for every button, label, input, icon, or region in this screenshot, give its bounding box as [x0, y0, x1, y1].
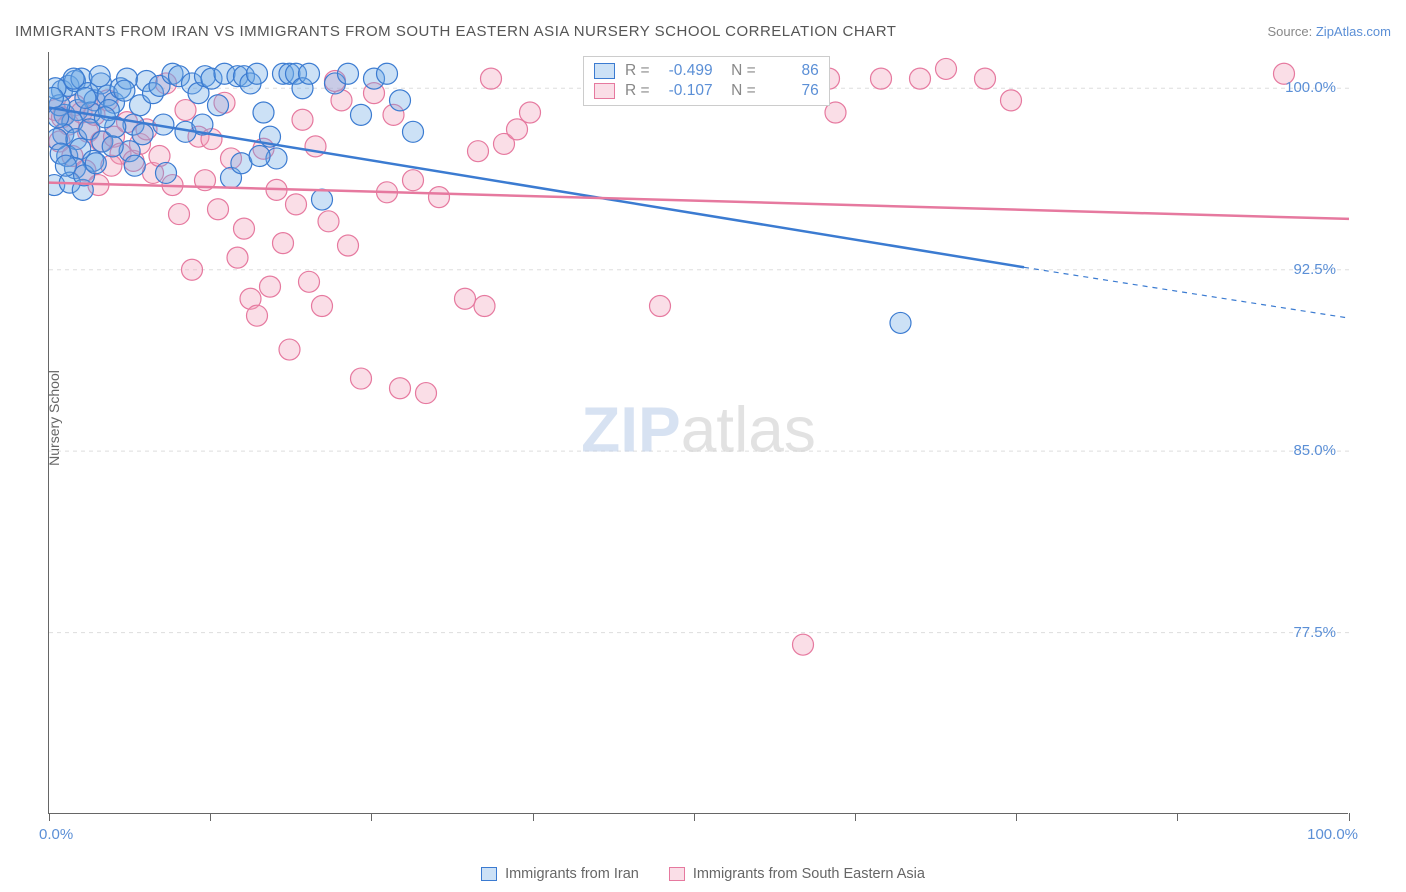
y-tick-label: 85.0%	[1293, 442, 1336, 459]
legend-stats-row-sea: R = -0.107 N = 76	[594, 81, 819, 101]
x-tick	[49, 813, 50, 821]
y-tick-label: 92.5%	[1293, 261, 1336, 278]
legend-label-sea: Immigrants from South Eastern Asia	[693, 866, 925, 882]
swatch-sea	[594, 83, 615, 99]
y-tick-label: 100.0%	[1285, 79, 1336, 96]
source-attr: Source: ZipAtlas.com	[1267, 24, 1391, 39]
chart-title: IMMIGRANTS FROM IRAN VS IMMIGRANTS FROM …	[15, 23, 896, 40]
legend-stats-box: R = -0.499 N = 86 R = -0.107 N = 76	[583, 56, 830, 106]
x-tick	[694, 813, 695, 821]
bottom-legend-sea: Immigrants from South Eastern Asia	[669, 866, 925, 882]
x-tick	[210, 813, 211, 821]
x-label-right: 100.0%	[1307, 826, 1358, 843]
stat-r-iran: -0.499	[658, 62, 713, 80]
watermark-zip: ZIP	[581, 393, 681, 465]
stat-n-label: N =	[723, 62, 756, 80]
y-tick-label: 77.5%	[1293, 624, 1336, 641]
swatch-iran	[594, 63, 615, 79]
legend-label-iran: Immigrants from Iran	[505, 866, 639, 882]
x-tick	[855, 813, 856, 821]
swatch-iran-icon	[481, 867, 497, 881]
x-tick	[371, 813, 372, 821]
stat-r-sea: -0.107	[658, 82, 713, 100]
stat-n-iran: 86	[764, 62, 819, 80]
stat-r-label: R =	[625, 62, 650, 80]
x-tick	[1177, 813, 1178, 821]
bottom-legend-iran: Immigrants from Iran	[481, 866, 639, 882]
source-link[interactable]: ZipAtlas.com	[1316, 24, 1391, 39]
bottom-legend: Immigrants from Iran Immigrants from Sou…	[0, 866, 1406, 882]
watermark-atlas: atlas	[681, 393, 816, 465]
chart-container: IMMIGRANTS FROM IRAN VS IMMIGRANTS FROM …	[0, 0, 1406, 892]
swatch-sea-icon	[669, 867, 685, 881]
watermark: ZIPatlas	[581, 392, 816, 466]
x-tick	[1349, 813, 1350, 821]
stat-n-sea: 76	[764, 82, 819, 100]
stat-r-label2: R =	[625, 82, 650, 100]
x-tick	[1016, 813, 1017, 821]
legend-stats-row-iran: R = -0.499 N = 86	[594, 61, 819, 81]
plot-area: ZIPatlas R = -0.499 N = 86 R = -0.107 N …	[48, 52, 1348, 814]
x-tick	[533, 813, 534, 821]
title-bar: IMMIGRANTS FROM IRAN VS IMMIGRANTS FROM …	[15, 20, 1391, 42]
source-prefix: Source:	[1267, 24, 1315, 39]
stat-n-label2: N =	[723, 82, 756, 100]
x-label-left: 0.0%	[39, 826, 73, 843]
